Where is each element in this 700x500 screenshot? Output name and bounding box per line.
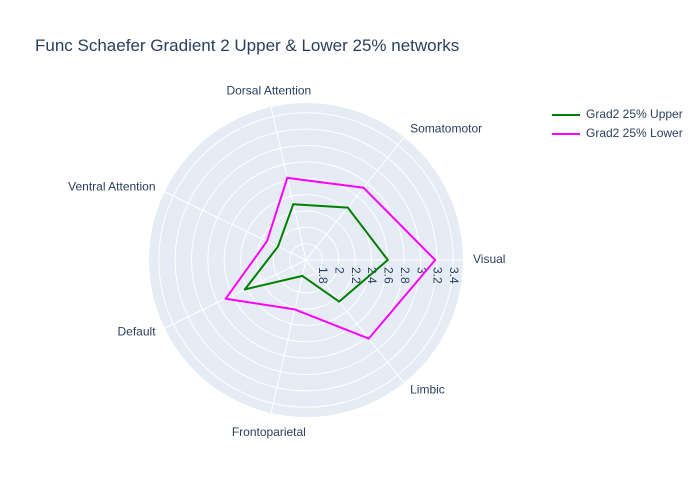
data-point xyxy=(292,203,295,206)
series-layer xyxy=(224,176,437,340)
series-line-1 xyxy=(224,176,437,340)
radial-tick-label: 2.8 xyxy=(398,267,412,284)
data-point xyxy=(286,176,289,179)
legend[interactable]: Grad2 25% Upper Grad2 25% Lower xyxy=(552,107,683,140)
radial-tick-label: 2.6 xyxy=(382,267,396,284)
radial-tick-label: 3.2 xyxy=(431,267,445,284)
category-label: Ventral Attention xyxy=(68,180,155,194)
angular-grid xyxy=(164,106,463,414)
spoke xyxy=(305,259,405,384)
data-point xyxy=(265,240,268,243)
legend-item[interactable]: Grad2 25% Lower xyxy=(552,126,683,140)
data-point xyxy=(243,288,246,291)
legend-label: Grad2 25% Lower xyxy=(586,126,683,140)
category-label: Dorsal Attention xyxy=(226,83,311,97)
spoke xyxy=(164,191,307,261)
radial-tick-label: 3.4 xyxy=(447,267,461,284)
category-label: Limbic xyxy=(410,383,445,397)
chart-title: Func Schaefer Gradient 2 Upper & Lower 2… xyxy=(35,36,459,55)
category-label: Default xyxy=(118,325,157,339)
data-point xyxy=(367,337,370,340)
category-label: Frontoparietal xyxy=(232,425,306,439)
spoke xyxy=(270,259,307,414)
data-point xyxy=(338,300,341,303)
legend-item[interactable]: Grad2 25% Upper xyxy=(552,107,683,121)
data-point xyxy=(301,274,304,277)
spoke xyxy=(164,259,307,329)
radial-tick-label: 3 xyxy=(414,267,428,274)
data-point xyxy=(386,259,389,261)
spoke xyxy=(305,136,405,261)
data-point xyxy=(224,297,227,300)
radial-tick-labels: 1.8 2 2.2 2.4 2.6 2.8 3 3.2 3.4 xyxy=(316,267,461,284)
radial-tick-label: 1.8 xyxy=(316,267,330,284)
category-label: Visual xyxy=(473,252,505,266)
data-point xyxy=(346,206,349,209)
category-label: Somatomotor xyxy=(410,122,482,136)
radial-tick-label: 2 xyxy=(333,267,347,274)
series-line-0 xyxy=(243,203,389,303)
spoke xyxy=(270,106,307,261)
data-point xyxy=(362,186,365,189)
data-point xyxy=(434,259,437,261)
data-point xyxy=(293,308,296,311)
radial-tick-label: 2.2 xyxy=(349,267,363,284)
data-point xyxy=(277,245,280,248)
legend-label: Grad2 25% Upper xyxy=(586,107,683,121)
category-labels: Visual Somatomotor Dorsal Attention Ventral… xyxy=(68,83,505,439)
